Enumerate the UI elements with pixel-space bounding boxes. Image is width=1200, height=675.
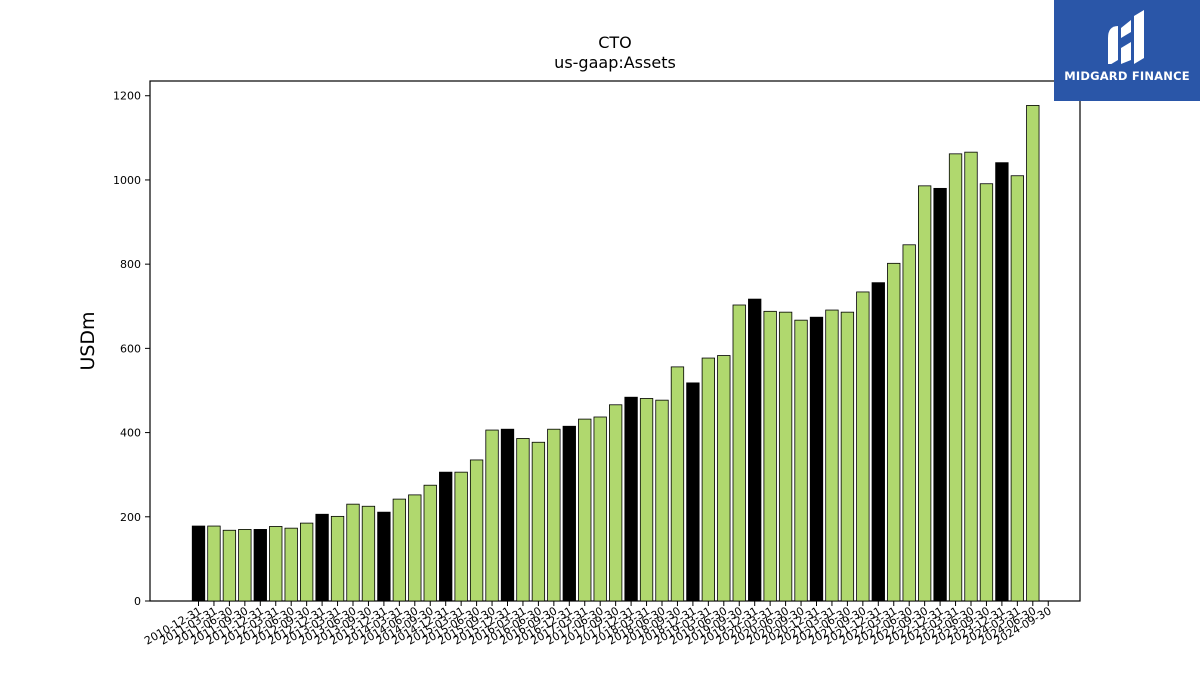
bar-2023-06-30: [964, 151, 978, 602]
bar-2011-12-31: [253, 529, 267, 602]
bar-2011-03-31: [207, 525, 221, 602]
bar-2021-03-31: [825, 309, 839, 602]
bar-2015-09-30: [485, 429, 499, 602]
bar-2014-12-31: [439, 471, 453, 602]
bar-2017-06-30: [593, 416, 607, 602]
x-axis: 2010-12-312011-03-312011-06-302011-09-30…: [142, 601, 1054, 648]
bar-2021-06-30: [840, 311, 855, 602]
bar-2018-12-31: [686, 382, 700, 602]
bar-2020-06-30: [778, 311, 793, 602]
bar-2022-03-31: [887, 262, 901, 602]
bars-group: [191, 105, 1040, 602]
bar-2020-12-31: [809, 316, 824, 602]
bar-2017-09-30: [609, 404, 623, 602]
bar-2018-03-31: [639, 398, 654, 602]
y-tick-label: 1000: [113, 174, 141, 187]
bar-2012-03-31: [269, 526, 283, 602]
bar-2014-06-30: [408, 494, 422, 602]
bar-2016-06-30: [531, 441, 546, 602]
bar-2013-06-30: [346, 503, 360, 602]
bar-2018-06-30: [655, 399, 669, 602]
bar-2022-09-30: [918, 185, 932, 602]
y-tick-label: 800: [120, 258, 141, 271]
bar-2011-06-30: [222, 529, 237, 602]
bar-2014-03-31: [392, 498, 407, 602]
bar-2022-06-30: [902, 244, 916, 602]
bar-2010-12-31: [191, 525, 206, 602]
bar-2021-12-31: [871, 282, 885, 602]
bar-2014-09-30: [423, 484, 437, 602]
bar-2015-06-30: [469, 459, 484, 602]
bar-2023-03-31: [948, 153, 963, 602]
logo-text: MIDGARD FINANCE: [1064, 69, 1190, 83]
bar-2019-03-31: [701, 357, 715, 602]
bar-2022-12-31: [933, 187, 947, 602]
bar-2023-12-31: [995, 162, 1009, 602]
chart-title: CTO: [598, 33, 632, 52]
chart-subtitle: us-gaap:Assets: [554, 53, 676, 72]
bar-2016-03-31: [516, 438, 530, 602]
bar-2011-09-30: [238, 529, 252, 602]
bar-2012-12-31: [315, 513, 329, 602]
y-tick-label: 0: [134, 595, 141, 608]
bar-2012-09-30: [299, 522, 314, 602]
bar-2015-12-31: [500, 428, 515, 602]
bar-2023-09-30: [979, 183, 994, 602]
y-tick-label: 400: [120, 427, 141, 440]
bar-2013-12-31: [377, 511, 391, 602]
bar-2024-06-30: [1026, 105, 1040, 602]
bar-2021-09-30: [856, 291, 870, 602]
y-axis: 0 200 400 600 800 1000 1200: [113, 90, 150, 608]
bar-2013-03-31: [330, 515, 345, 602]
bar-2020-03-31: [763, 310, 777, 602]
bar-2024-03-31: [1010, 175, 1024, 602]
bar-2017-12-31: [624, 396, 638, 602]
bar-2013-09-30: [361, 505, 376, 602]
y-tick-label: 600: [120, 342, 141, 355]
bar-2020-09-30: [794, 319, 808, 602]
bar-2019-12-31: [748, 298, 762, 602]
y-tick-label: 200: [120, 511, 141, 524]
midgard-finance-logo: MIDGARD FINANCE: [1054, 0, 1200, 101]
y-tick-label: 1200: [113, 90, 141, 103]
bar-2016-12-31: [562, 425, 576, 602]
bar-2016-09-30: [547, 428, 561, 602]
bar-2018-09-30: [670, 366, 685, 602]
bar-2015-03-31: [454, 471, 468, 602]
bar-2017-03-31: [578, 418, 592, 602]
midgard-logo-icon: [1108, 10, 1144, 64]
bar-2019-09-30: [732, 304, 746, 602]
bar-2019-06-30: [717, 355, 731, 602]
bar-2012-06-30: [284, 527, 298, 602]
y-axis-label: USDm: [77, 311, 99, 370]
